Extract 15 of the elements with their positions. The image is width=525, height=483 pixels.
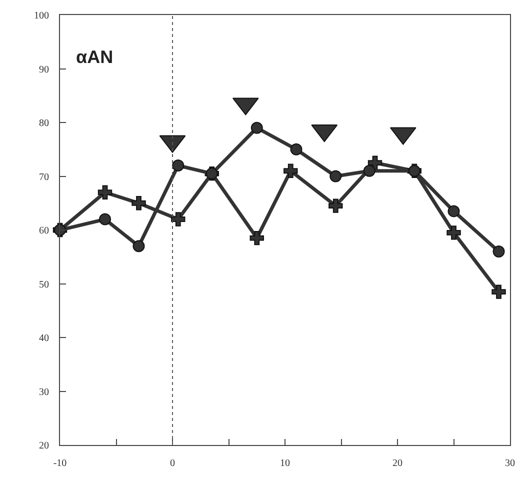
y-tick-label: 30 [39, 386, 49, 398]
y-tick-label: 60 [39, 226, 49, 236]
y-tick-label: 20 [39, 440, 49, 452]
y-tick-label: 100 [34, 10, 49, 22]
y-tick-label: 70 [39, 172, 49, 183]
x-tick-label: 30 [505, 458, 515, 469]
x-tick-label: -10 [53, 458, 67, 469]
text: αAN [76, 47, 114, 67]
x-tick-label: 20 [392, 458, 402, 469]
y-tick-label: 40 [39, 333, 49, 344]
x-tick-label: 10 [280, 458, 290, 469]
y-tick-label: 50 [39, 279, 49, 290]
y-tick-label: 80 [39, 118, 49, 129]
x-tick-label: 0 [170, 458, 175, 469]
y-tick-label: 90 [39, 64, 49, 76]
